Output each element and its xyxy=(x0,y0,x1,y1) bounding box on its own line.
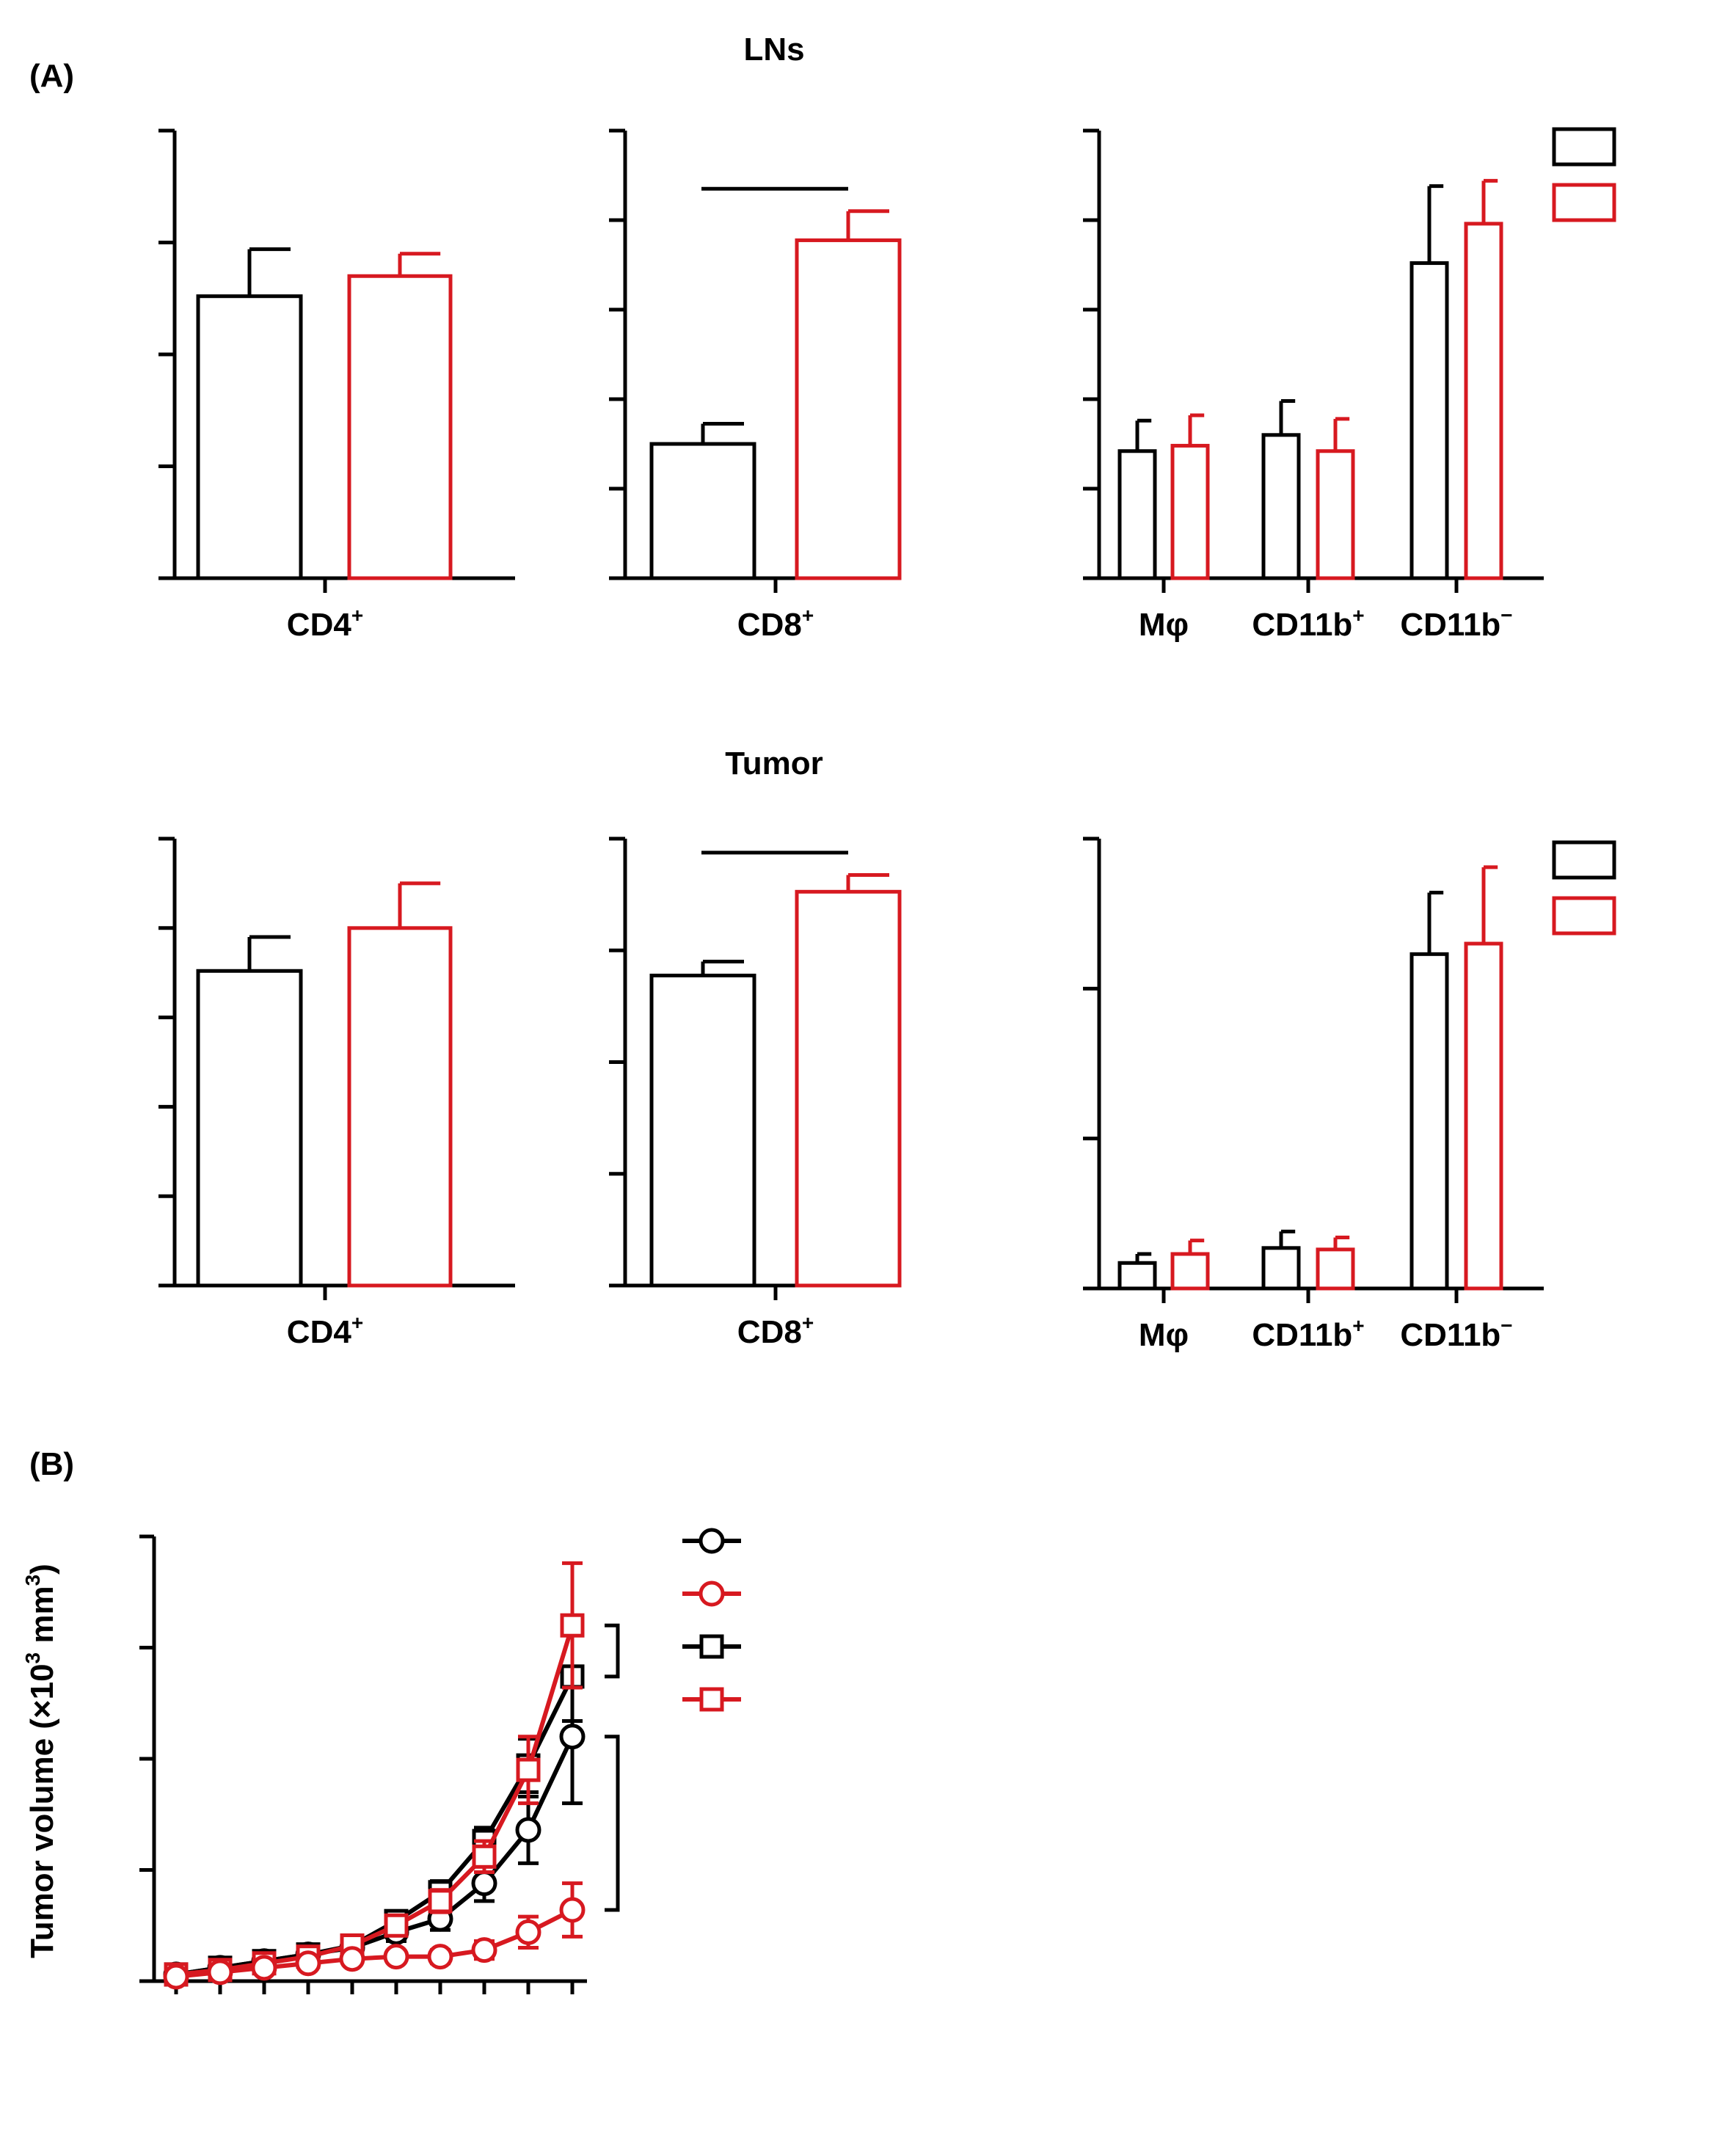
chart-tumor-cd8: CD8+ xyxy=(609,836,902,1350)
legend-swatch-imq xyxy=(1552,896,1616,936)
data-point xyxy=(295,1950,321,1977)
legend-marker xyxy=(699,1580,725,1607)
data-point xyxy=(515,1919,541,1945)
legend-marker xyxy=(699,1528,725,1554)
section-title-tumor: Tumor xyxy=(725,745,823,781)
data-point xyxy=(560,1613,585,1638)
panel-label-a: (A) xyxy=(29,58,74,94)
bar-imq xyxy=(795,889,902,1288)
bar-ctrl xyxy=(649,442,756,580)
bar-imq xyxy=(347,274,453,580)
bar-imq xyxy=(1464,222,1503,580)
category-label: CD4+ xyxy=(287,604,363,643)
series-line xyxy=(175,1625,575,1977)
category-label: CD11b+ xyxy=(1252,1314,1364,1353)
data-point xyxy=(339,1946,365,1972)
chart-lns-cd8: CD8+ xyxy=(609,128,902,643)
legend-marker xyxy=(699,1634,724,1659)
data-point xyxy=(515,1817,541,1843)
category-label: Mφ xyxy=(1139,1317,1189,1353)
legend-swatch-imq xyxy=(1552,183,1616,222)
category-label: CD11b− xyxy=(1400,604,1512,643)
series-line xyxy=(175,1908,574,1979)
bar-imq xyxy=(1464,941,1503,1291)
data-point xyxy=(384,1913,409,1938)
bar-imq xyxy=(1170,443,1210,580)
category-label: CD8+ xyxy=(737,1311,814,1350)
bracket xyxy=(605,1623,620,1679)
bar-imq xyxy=(1170,1252,1210,1291)
bar-ctrl xyxy=(196,969,303,1288)
legend-marker xyxy=(699,1687,724,1712)
bar-ctrl xyxy=(1261,433,1301,580)
bar-imq xyxy=(1316,1247,1355,1291)
bar-ctrl xyxy=(1117,449,1157,580)
category-label: CD8+ xyxy=(737,604,814,643)
bar-imq xyxy=(347,926,453,1288)
data-point xyxy=(516,1757,541,1782)
panel-label-b: (B) xyxy=(29,1446,74,1482)
data-point xyxy=(559,1724,586,1750)
bar-ctrl xyxy=(196,294,303,580)
bar-ctrl xyxy=(649,974,756,1288)
category-label: CD11b− xyxy=(1400,1314,1512,1353)
data-point xyxy=(428,1889,453,1914)
legend-swatch-ctrl xyxy=(1552,127,1616,167)
bar-ctrl xyxy=(1409,952,1449,1291)
chart-lns-cd4: CD4+ xyxy=(158,128,515,643)
chart-lns-apc: Mφ CD11b+ CD11b− xyxy=(1083,128,1544,643)
category-label: CD11b+ xyxy=(1252,604,1364,643)
chart-tumor-growth: Tumor volume (×103 mm3) xyxy=(21,1528,741,1994)
y-axis-title: Tumor volume (×103 mm3) xyxy=(21,1564,60,1958)
data-point xyxy=(471,1870,497,1897)
bar-ctrl xyxy=(1409,261,1449,580)
bar-ctrl xyxy=(1117,1261,1157,1291)
category-label: Mφ xyxy=(1139,607,1189,643)
data-point xyxy=(427,1944,453,1970)
bar-imq xyxy=(795,238,902,580)
data-point xyxy=(471,1937,497,1964)
bar-ctrl xyxy=(1261,1246,1301,1291)
chart-tumor-apc: Mφ CD11b+ CD11b− xyxy=(1083,836,1544,1353)
bar-imq xyxy=(1316,449,1355,580)
legend-top xyxy=(1552,127,1616,222)
series-line xyxy=(175,1675,575,1977)
bracket xyxy=(605,1735,620,1912)
legend-swatch-ctrl xyxy=(1552,840,1616,880)
category-label: CD4+ xyxy=(287,1311,363,1350)
data-point xyxy=(207,1959,233,1986)
data-point xyxy=(383,1944,409,1970)
data-point xyxy=(163,1964,189,1990)
data-point xyxy=(472,1844,497,1869)
section-title-lns: LNs xyxy=(743,32,804,68)
chart-tumor-cd4: CD4+ xyxy=(158,836,515,1350)
data-point xyxy=(559,1897,586,1923)
legend-bottom xyxy=(1552,840,1616,936)
data-point xyxy=(251,1955,277,1981)
